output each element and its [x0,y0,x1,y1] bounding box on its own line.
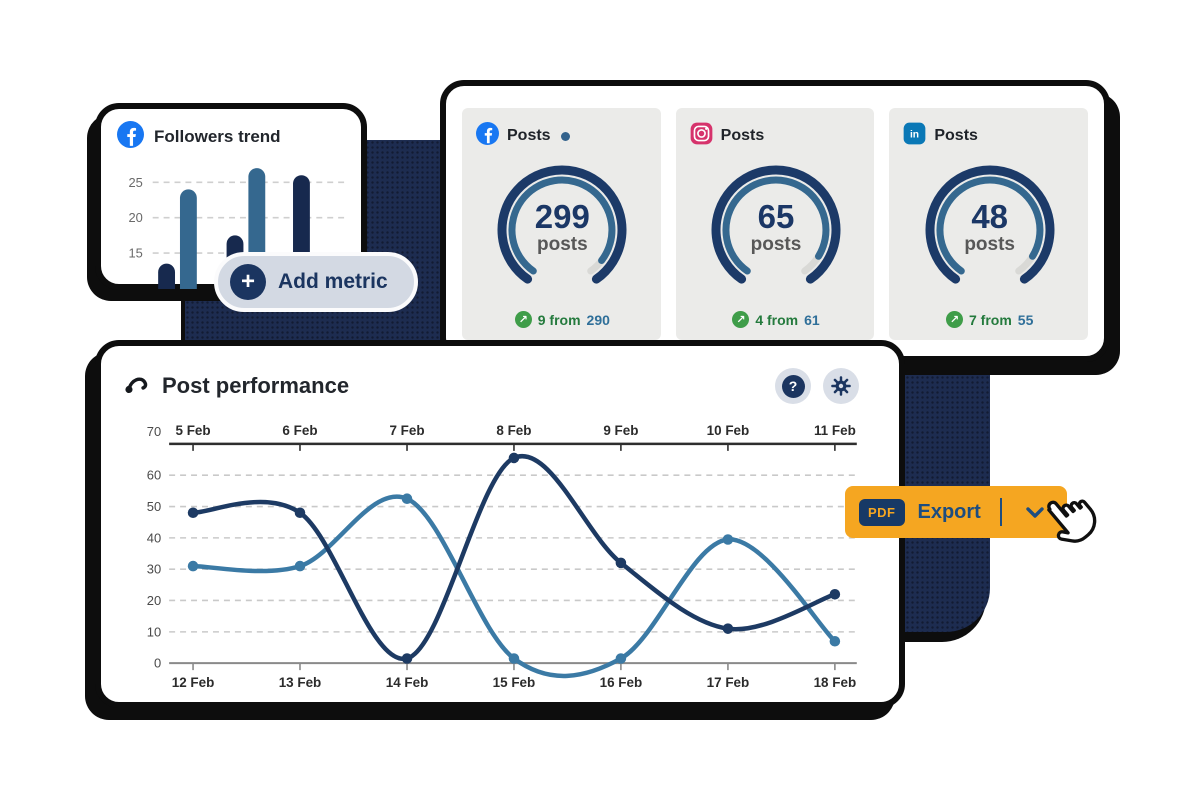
gauge-unit: posts [964,233,1016,255]
svg-text:5 Feb: 5 Feb [175,423,210,438]
gauge-instagram: 65 posts [696,156,856,288]
gauge-value: 299 [534,198,590,235]
gauge-change-row: ↗ 4 from 61 [690,303,863,328]
gauge-unit: posts [750,233,802,255]
svg-text:7 Feb: 7 Feb [389,423,424,438]
svg-text:15 Feb: 15 Feb [493,675,536,690]
change-text: 9 from [537,311,581,328]
plus-icon: + [230,264,266,300]
gauge-header: Posts [690,122,863,150]
post-performance-header: Post performance ? [123,368,881,404]
export-label: Export [917,500,981,523]
gauge-header: in Posts [903,122,1076,150]
settings-button[interactable] [823,368,859,404]
svg-text:6 Feb: 6 Feb [282,423,317,438]
export-dropdown-chevron[interactable] [1015,506,1055,518]
svg-text:25: 25 [128,175,142,190]
chevron-down-icon [1026,506,1044,518]
gauge-change-row: ↗ 9 from 290 [476,303,649,328]
pdf-badge: PDF [859,498,905,526]
gauge-value: 48 [971,198,1009,235]
svg-text:10: 10 [147,624,161,639]
svg-text:12 Feb: 12 Feb [172,675,215,690]
svg-text:18 Feb: 18 Feb [814,675,857,690]
performance-trend-icon [123,370,150,402]
svg-text:20: 20 [147,593,161,608]
gauge-linkedin: 48 posts [910,156,1070,288]
previous-value: 61 [804,311,820,328]
facebook-icon [117,121,144,153]
hand-cursor-icon [1030,480,1117,569]
change-text: 4 from [755,311,799,328]
followers-card-title: Followers trend [154,127,281,146]
followers-bar-chart: 25 20 15 [128,168,348,301]
post-performance-card: Post performance ? [95,340,905,708]
svg-text:16 Feb: 16 Feb [600,675,643,690]
svg-text:10 Feb: 10 Feb [707,423,750,438]
svg-text:in: in [910,129,919,140]
gauge-header: Posts [476,122,649,150]
notification-dot [560,131,570,141]
gauge-facebook: 299 posts [482,156,642,288]
gauge-change-row: ↗ 7 from 55 [903,303,1076,328]
change-text: 7 from [968,311,1012,328]
svg-text:13 Feb: 13 Feb [279,675,322,690]
svg-text:70: 70 [147,424,161,439]
add-metric-label: Add metric [278,270,388,293]
svg-text:15: 15 [128,246,142,261]
post-performance-line-chart: 0 10 20 30 40 50 60 70 5 Feb 6 Feb 7 Feb 8 Feb 9 Feb… [147,423,857,690]
gauge-arc [497,165,627,284]
gauge-card-instagram: Posts 65 posts ↗ 4 from 61 [675,108,875,340]
arrow-up-right-icon: ↗ [514,311,532,328]
posts-gauges-card: Posts 299 posts ↗ 9 from 290 [440,80,1110,362]
gauge-arc [925,165,1055,284]
facebook-icon [476,122,499,150]
question-mark-icon: ? [781,374,805,398]
arrow-up-right-icon: ↗ [945,311,963,328]
gauge-title: Posts [507,127,551,144]
export-button[interactable]: PDF Export [845,486,1067,538]
svg-text:60: 60 [147,468,161,483]
gauge-card-facebook: Posts 299 posts ↗ 9 from 290 [462,108,661,340]
instagram-icon [690,122,713,150]
svg-text:14 Feb: 14 Feb [386,675,429,690]
gauge-unit: posts [536,233,588,255]
svg-text:17 Feb: 17 Feb [707,675,750,690]
gauge-card-linkedin: in Posts 48 posts ↗ 7 from 55 [889,108,1089,340]
svg-text:11 Feb: 11 Feb [814,423,856,438]
help-button[interactable]: ? [775,368,811,404]
add-metric-button[interactable]: + Add metric [214,252,418,312]
svg-text:8 Feb: 8 Feb [496,423,531,438]
svg-text:40: 40 [147,530,161,545]
export-divider [1000,498,1002,526]
gauge-value: 65 [757,198,795,235]
previous-value: 290 [586,311,610,328]
followers-card-header: Followers trend [117,121,347,153]
gauge-title: Posts [934,127,978,144]
svg-text:9 Feb: 9 Feb [603,423,638,438]
gauge-arc [711,165,841,284]
arrow-up-right-icon: ↗ [732,311,750,328]
post-performance-title: Post performance [162,373,350,398]
svg-text:50: 50 [147,499,161,514]
gear-icon [831,376,851,396]
svg-text:0: 0 [154,656,161,671]
linkedin-icon: in [903,122,926,150]
svg-text:30: 30 [147,562,161,577]
gauge-title: Posts [720,127,765,144]
previous-value: 55 [1017,311,1034,328]
svg-text:20: 20 [128,210,142,225]
